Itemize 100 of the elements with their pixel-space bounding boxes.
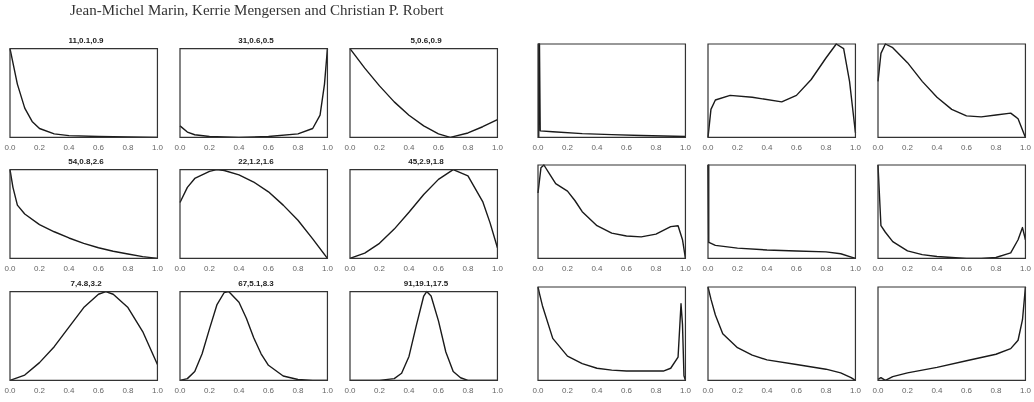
x-tick-label: 0.2	[561, 386, 574, 396]
x-tick-label: 0.8	[462, 143, 475, 153]
x-tick-label: 1.0	[849, 143, 862, 153]
x-tick-label: 0.4	[591, 386, 604, 396]
x-tick-label: 0.4	[233, 386, 246, 396]
x-tick-label: 0.6	[790, 143, 803, 153]
x-tick-label: 0.2	[901, 264, 914, 274]
x-tick-label: 0.0	[532, 386, 545, 396]
x-tick-label: 0.6	[92, 386, 105, 396]
x-tick-label: 0.4	[761, 143, 774, 153]
x-tick-label: 0.0	[872, 143, 885, 153]
x-tick-label: 0.8	[990, 386, 1003, 396]
x-tick-label: 0.4	[403, 264, 416, 274]
x-tick-label: 0.0	[4, 264, 17, 274]
x-tick-label: 1.0	[1019, 264, 1032, 274]
x-tick-label: 0.6	[432, 143, 445, 153]
x-tick-label: 1.0	[1019, 143, 1032, 153]
x-tick-label: 0.0	[4, 143, 17, 153]
x-tick-label: 0.2	[901, 143, 914, 153]
chart-title: 45,2.9,1.8	[408, 157, 445, 166]
x-tick-label: 1.0	[679, 386, 692, 396]
x-tick-label: 0.2	[373, 386, 386, 396]
x-tick-label: 0.2	[373, 143, 386, 153]
x-tick-label: 0.2	[33, 386, 46, 396]
x-tick-label: 0.8	[650, 386, 663, 396]
x-tick-label: 0.2	[203, 386, 216, 396]
x-tick-label: 0.6	[262, 143, 275, 153]
x-tick-label: 0.0	[344, 386, 357, 396]
x-tick-label: 1.0	[151, 386, 164, 396]
x-tick-label: 0.8	[122, 386, 135, 396]
chart-title: 7,4.8,3.2	[70, 279, 103, 288]
x-tick-label: 0.4	[403, 386, 416, 396]
x-tick-label: 1.0	[679, 143, 692, 153]
x-tick-label: 0.8	[820, 264, 833, 274]
x-tick-label: 0.4	[63, 386, 76, 396]
x-tick-label: 0.6	[960, 264, 973, 274]
x-tick-label: 0.8	[820, 143, 833, 153]
x-tick-label: 0.4	[63, 264, 76, 274]
x-tick-label: 0.4	[63, 143, 76, 153]
x-tick-label: 1.0	[491, 143, 504, 153]
x-tick-label: 0.8	[122, 143, 135, 153]
x-tick-label: 0.2	[33, 264, 46, 274]
x-tick-label: 0.2	[203, 143, 216, 153]
chart-title: 22,1.2,1.6	[238, 157, 275, 166]
x-tick-label: 0.4	[403, 143, 416, 153]
x-tick-label: 0.0	[702, 264, 715, 274]
x-tick-label: 0.0	[702, 143, 715, 153]
x-tick-label: 0.2	[731, 264, 744, 274]
x-tick-label: 1.0	[491, 386, 504, 396]
x-tick-label: 1.0	[679, 264, 692, 274]
x-tick-label: 0.6	[262, 386, 275, 396]
x-tick-label: 0.2	[373, 264, 386, 274]
x-tick-label: 0.0	[532, 143, 545, 153]
x-tick-label: 0.8	[650, 264, 663, 274]
x-tick-label: 0.8	[122, 264, 135, 274]
x-tick-label: 0.2	[203, 264, 216, 274]
x-tick-label: 0.6	[790, 264, 803, 274]
x-tick-label: 0.2	[731, 386, 744, 396]
x-tick-label: 1.0	[151, 264, 164, 274]
x-tick-label: 0.0	[344, 143, 357, 153]
x-tick-label: 0.8	[990, 143, 1003, 153]
x-tick-label: 0.0	[702, 386, 715, 396]
text: Jean-Michel Marin, Kerrie Mengersen and Christian P. Robert	[70, 2, 444, 18]
chart-title: 54,0.8,2.6	[68, 157, 105, 166]
x-tick-label: 0.8	[292, 264, 305, 274]
x-tick-label: 0.6	[432, 386, 445, 396]
x-tick-label: 0.2	[33, 143, 46, 153]
x-tick-label: 0.0	[174, 264, 187, 274]
x-tick-label: 0.8	[462, 264, 475, 274]
x-tick-label: 0.0	[174, 386, 187, 396]
x-tick-label: 0.8	[292, 386, 305, 396]
x-tick-label: 0.8	[990, 264, 1003, 274]
x-tick-label: 0.4	[233, 143, 246, 153]
x-tick-label: 0.4	[591, 264, 604, 274]
x-tick-label: 0.4	[931, 143, 944, 153]
x-tick-label: 0.6	[262, 264, 275, 274]
chart-title: 11,0.1,0.9	[68, 36, 105, 45]
x-tick-label: 0.0	[532, 264, 545, 274]
x-tick-label: 0.6	[620, 386, 633, 396]
x-tick-label: 0.8	[820, 386, 833, 396]
x-tick-label: 0.6	[432, 264, 445, 274]
x-tick-label: 0.4	[931, 386, 944, 396]
x-tick-label: 1.0	[849, 264, 862, 274]
x-tick-label: 0.0	[872, 264, 885, 274]
chart-title: 5,0.6,0.9	[410, 36, 443, 45]
x-tick-label: 0.8	[650, 143, 663, 153]
x-tick-label: 1.0	[849, 386, 862, 396]
x-tick-label: 0.6	[960, 386, 973, 396]
x-tick-label: 1.0	[321, 264, 334, 274]
x-tick-label: 0.6	[620, 143, 633, 153]
x-tick-label: 0.4	[591, 143, 604, 153]
x-tick-label: 0.4	[761, 264, 774, 274]
x-tick-label: 1.0	[321, 386, 334, 396]
x-tick-label: 0.0	[344, 264, 357, 274]
x-tick-label: 1.0	[151, 143, 164, 153]
x-tick-label: 0.2	[731, 143, 744, 153]
x-tick-label: 0.6	[620, 264, 633, 274]
x-tick-label: 0.0	[174, 143, 187, 153]
x-tick-label: 0.8	[292, 143, 305, 153]
x-tick-label: 1.0	[321, 143, 334, 153]
